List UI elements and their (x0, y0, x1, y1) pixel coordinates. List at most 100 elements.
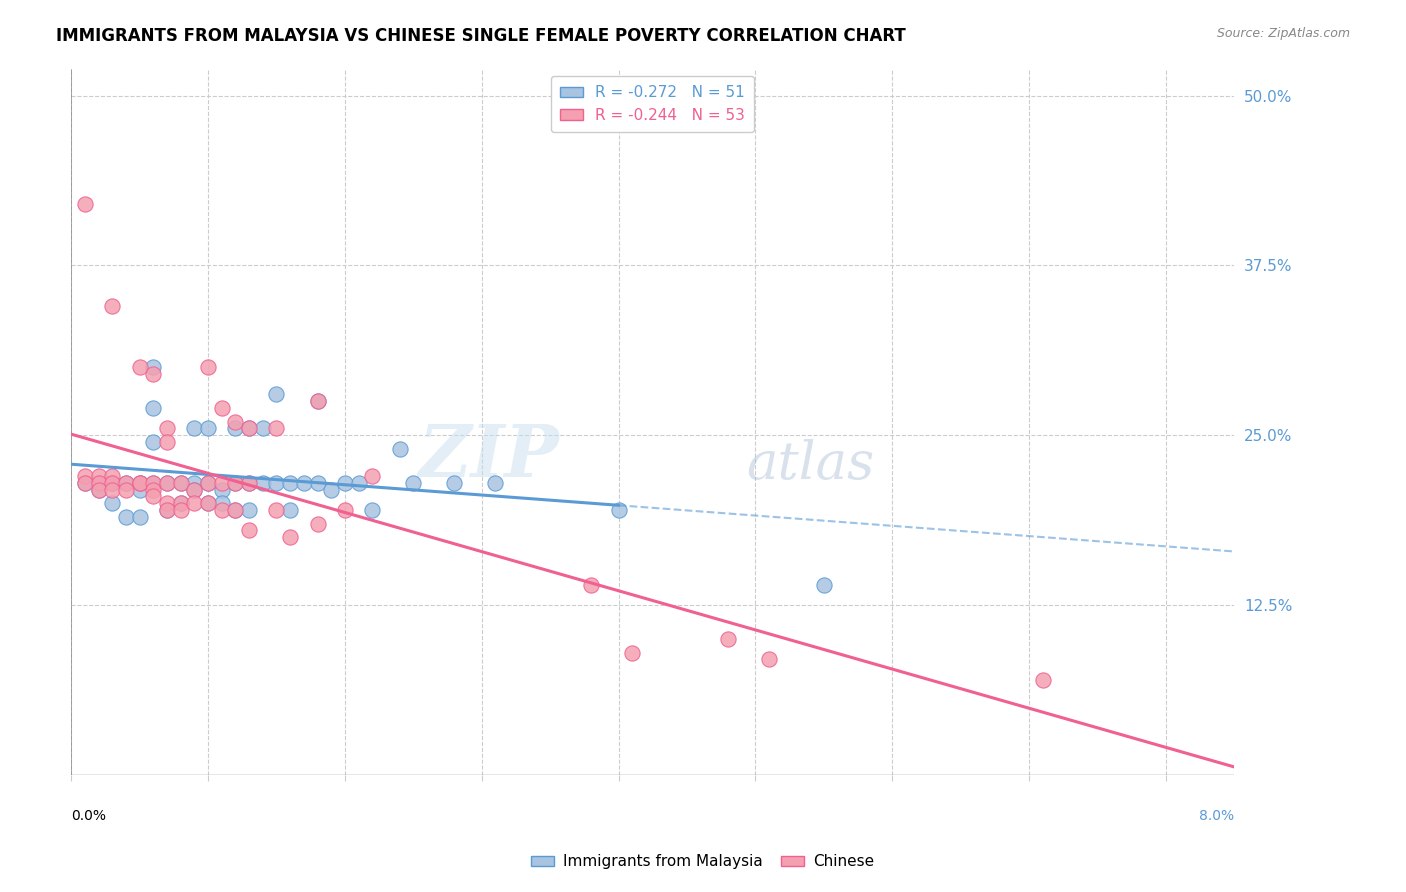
Point (128, 483, 150, 497)
Point (278, 503, 301, 517)
Point (252, 475, 274, 490)
Point (183, 496, 205, 510)
Point (170, 475, 193, 490)
Text: Source: ZipAtlas.com: Source: ZipAtlas.com (1216, 27, 1350, 40)
Point (758, 652, 780, 666)
Point (101, 475, 124, 490)
Point (266, 387, 288, 401)
Text: ZIP: ZIP (419, 421, 560, 492)
Point (87, 475, 110, 490)
Point (128, 475, 150, 490)
Point (101, 496, 124, 510)
Point (156, 475, 179, 490)
Point (142, 483, 165, 497)
Point (156, 421, 179, 435)
Point (142, 401, 165, 415)
Point (307, 516, 329, 531)
Point (224, 415, 246, 429)
Point (142, 475, 165, 490)
Point (156, 435, 179, 450)
Point (224, 475, 246, 490)
Point (142, 360, 165, 375)
Point (333, 475, 356, 490)
Point (197, 475, 219, 490)
Point (73, 469, 96, 483)
Point (87, 475, 110, 490)
Text: 0.0%: 0.0% (72, 809, 107, 823)
Point (238, 523, 260, 537)
Point (197, 496, 219, 510)
Point (156, 503, 179, 517)
Point (307, 394, 329, 409)
Point (156, 475, 179, 490)
Point (101, 475, 124, 490)
Point (211, 475, 233, 490)
Point (333, 503, 356, 517)
Point (128, 509, 150, 524)
Point (211, 496, 233, 510)
Point (170, 475, 193, 490)
Point (402, 475, 425, 490)
Point (361, 503, 384, 517)
Point (278, 475, 301, 490)
Point (170, 496, 193, 510)
Point (142, 435, 165, 450)
Point (115, 475, 138, 490)
Point (238, 475, 260, 490)
Point (443, 475, 465, 490)
Point (87, 469, 110, 483)
Point (115, 509, 138, 524)
Point (115, 483, 138, 497)
Point (156, 503, 179, 517)
Point (347, 475, 370, 490)
Point (197, 496, 219, 510)
Point (266, 475, 288, 490)
Point (224, 503, 246, 517)
Point (73, 197, 96, 211)
Point (321, 483, 343, 497)
Text: 8.0%: 8.0% (1199, 809, 1234, 823)
Point (292, 475, 315, 490)
Point (238, 421, 260, 435)
Point (307, 394, 329, 409)
Point (211, 483, 233, 497)
Point (197, 475, 219, 490)
Point (87, 483, 110, 497)
Point (238, 503, 260, 517)
Point (211, 503, 233, 517)
Point (170, 496, 193, 510)
Point (1032, 673, 1054, 687)
Point (170, 503, 193, 517)
Legend: Immigrants from Malaysia, Chinese: Immigrants from Malaysia, Chinese (526, 848, 880, 875)
Point (128, 360, 150, 375)
Point (813, 577, 835, 591)
Legend: R = -0.272   N = 51, R = -0.244   N = 53: R = -0.272 N = 51, R = -0.244 N = 53 (551, 76, 755, 132)
Text: atlas: atlas (745, 439, 875, 490)
Point (101, 483, 124, 497)
Point (484, 475, 506, 490)
Point (128, 475, 150, 490)
Point (388, 442, 411, 456)
Text: IMMIGRANTS FROM MALAYSIA VS CHINESE SINGLE FEMALE POVERTY CORRELATION CHART: IMMIGRANTS FROM MALAYSIA VS CHINESE SING… (56, 27, 905, 45)
Point (238, 475, 260, 490)
Point (101, 469, 124, 483)
Point (266, 421, 288, 435)
Point (621, 646, 644, 660)
Point (197, 360, 219, 375)
Point (183, 483, 205, 497)
Point (607, 503, 630, 517)
Point (115, 475, 138, 490)
Point (183, 475, 205, 490)
Point (211, 401, 233, 415)
Point (183, 421, 205, 435)
Point (101, 299, 124, 313)
Point (87, 483, 110, 497)
Point (142, 489, 165, 503)
Point (307, 475, 329, 490)
Point (361, 469, 384, 483)
Point (252, 421, 274, 435)
Point (183, 483, 205, 497)
Point (266, 503, 288, 517)
Point (224, 475, 246, 490)
Point (197, 421, 219, 435)
